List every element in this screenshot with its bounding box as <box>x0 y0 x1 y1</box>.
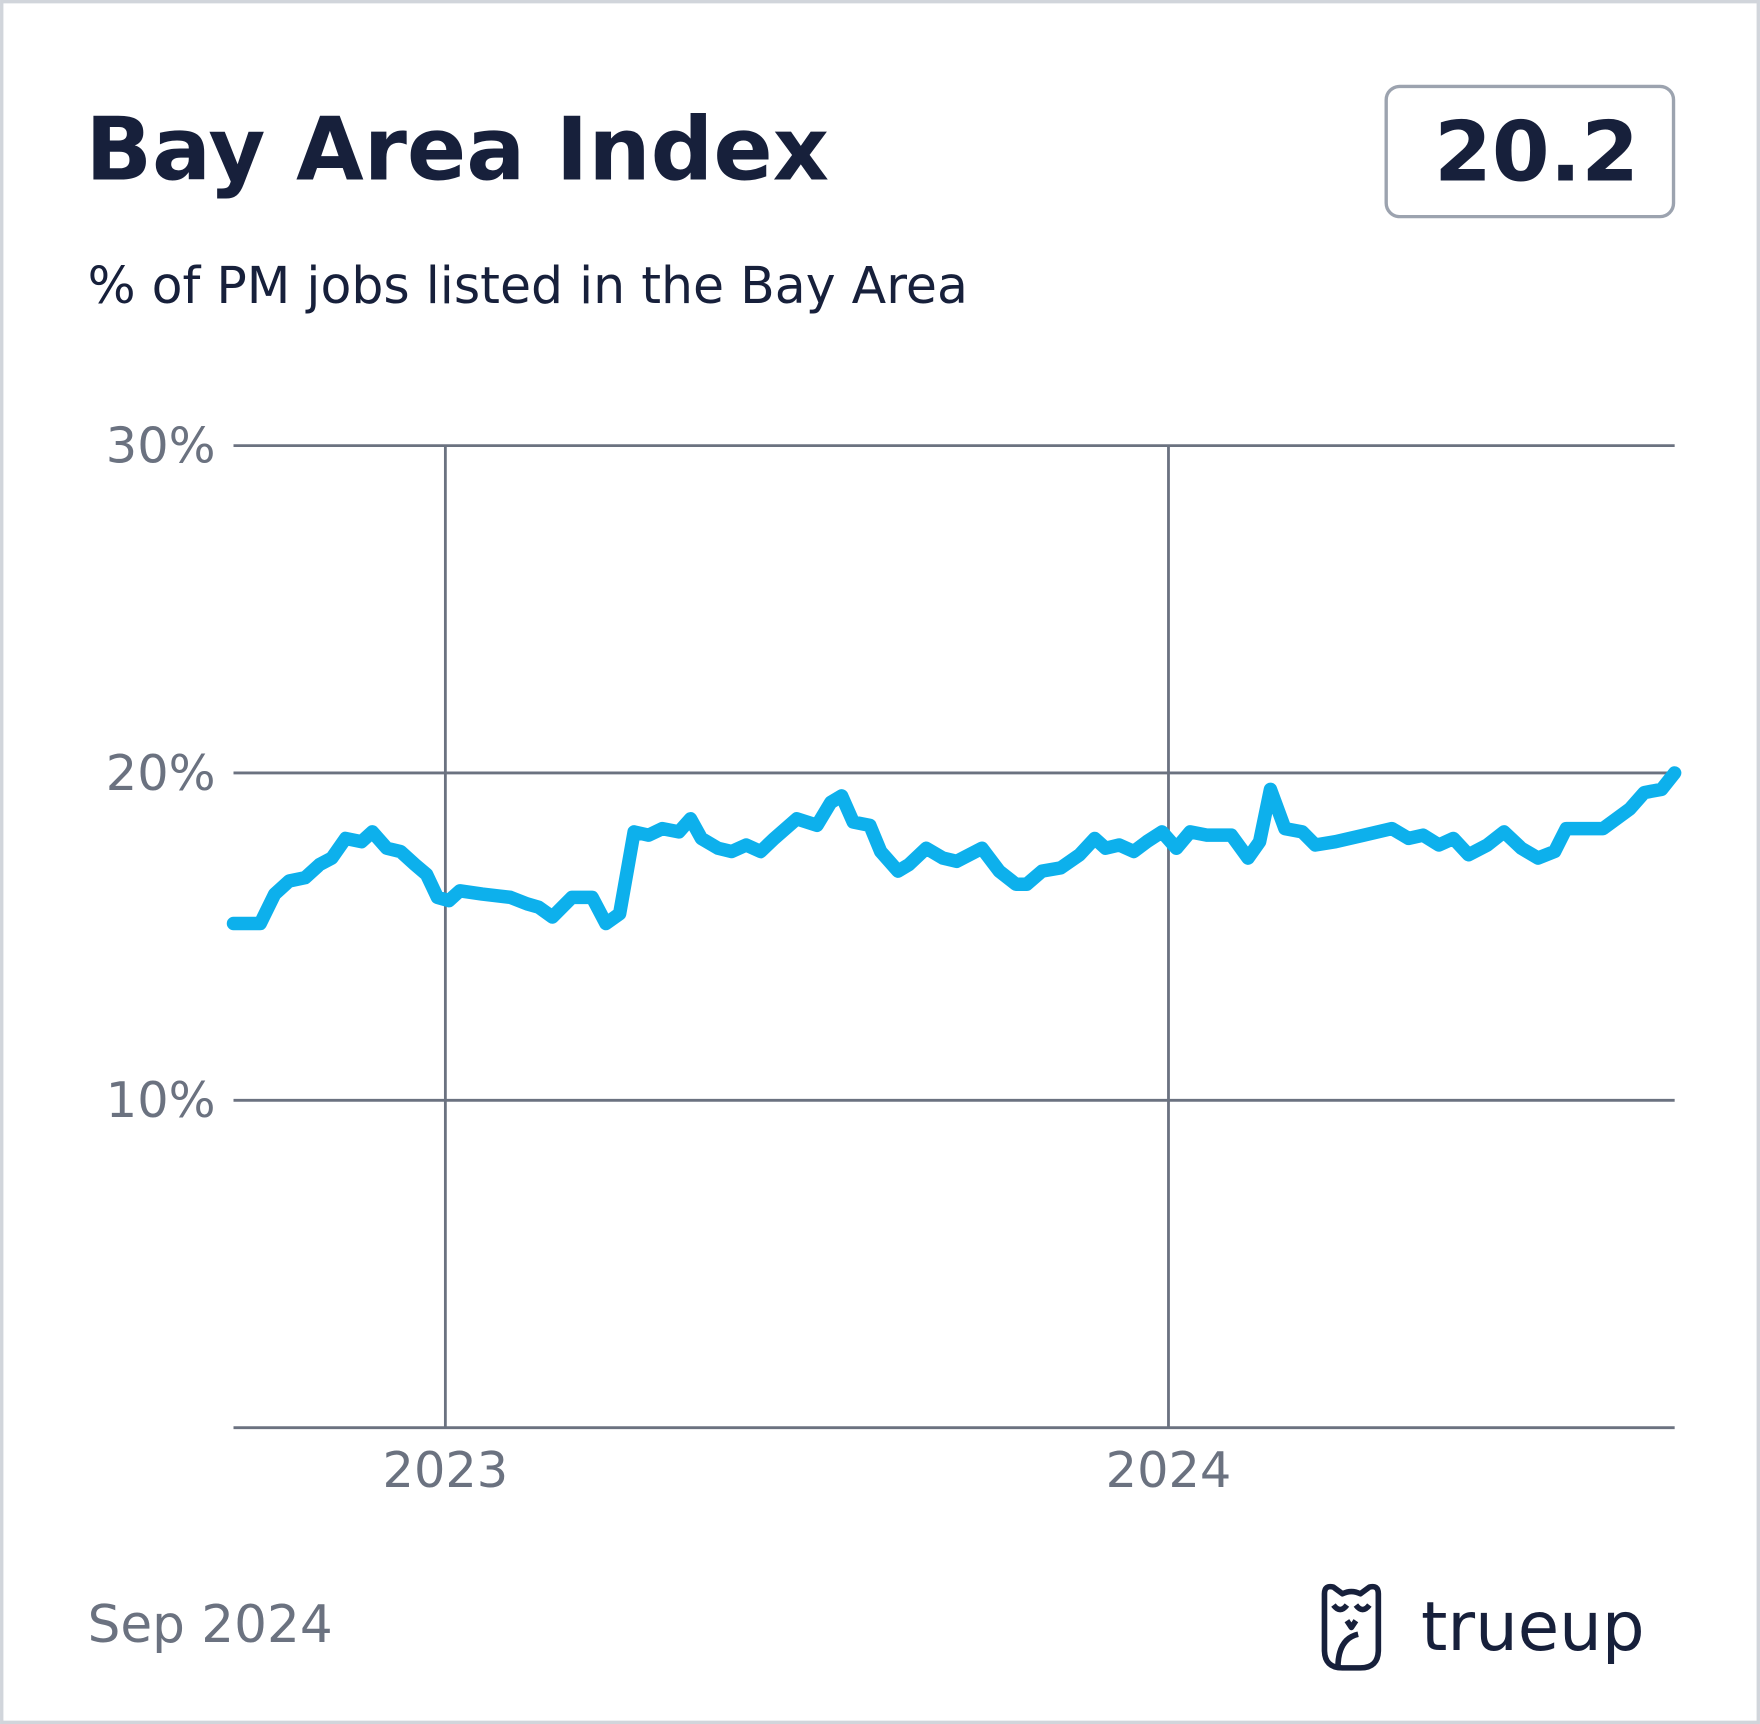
x-tick-label: 2023 <box>383 1441 509 1499</box>
title: Bay Area Index <box>85 99 829 201</box>
brand-logo <box>1321 1583 1382 1671</box>
brand-name: trueup <box>1421 1587 1645 1666</box>
y-tick-label: 30% <box>106 416 216 474</box>
subtitle: % of PM jobs listed in the Bay Area <box>88 256 968 315</box>
series-line <box>226 766 1682 931</box>
badge-value: 20.2 <box>1434 104 1639 201</box>
y-tick-label: 10% <box>106 1071 216 1129</box>
badge-box <box>1384 84 1676 219</box>
owl-face <box>1331 1603 1372 1668</box>
date-label: Sep 2024 <box>88 1595 333 1655</box>
y-tick-label: 20% <box>106 744 216 802</box>
x-tick-label: 2024 <box>1106 1441 1232 1499</box>
